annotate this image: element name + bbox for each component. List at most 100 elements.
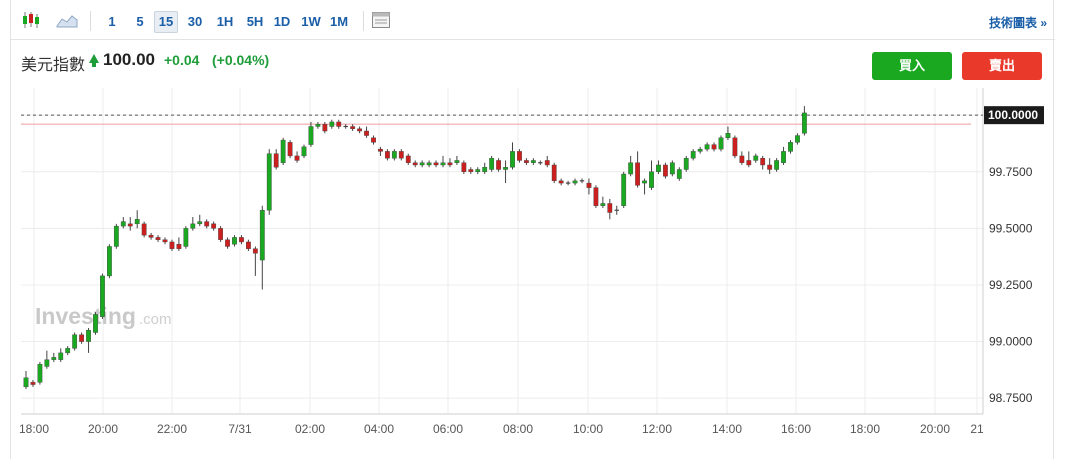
y-tick-label: 99.2500 bbox=[989, 278, 1033, 292]
interval-1h[interactable]: 1H bbox=[216, 14, 234, 29]
interval-30[interactable]: 30 bbox=[187, 14, 203, 29]
candle-body bbox=[628, 162, 634, 175]
candle bbox=[621, 171, 627, 208]
candle bbox=[517, 149, 522, 163]
candle bbox=[301, 144, 307, 159]
candle-body bbox=[795, 135, 800, 143]
candle-body bbox=[100, 275, 105, 317]
candle bbox=[475, 167, 481, 175]
x-tick-label: 04:00 bbox=[364, 422, 394, 436]
interval-1[interactable]: 1 bbox=[108, 14, 116, 29]
interval-1w[interactable]: 1W bbox=[301, 14, 321, 29]
y-axis: 99.7500 99.5000 99.2500 99.0000 98.7500 100.0… bbox=[984, 106, 1044, 405]
candle-body bbox=[412, 162, 418, 166]
candle-body bbox=[656, 164, 661, 172]
candle bbox=[266, 149, 272, 215]
x-tick-label: 18:00 bbox=[19, 422, 49, 436]
x-tick-label: 22:00 bbox=[157, 422, 187, 436]
candle bbox=[704, 142, 710, 152]
candle bbox=[30, 380, 36, 387]
candle bbox=[725, 126, 731, 141]
x-tick-label: 08:00 bbox=[503, 422, 533, 436]
x-tick-label: 20:00 bbox=[920, 422, 950, 436]
candle bbox=[37, 361, 43, 385]
price-badge-label: 100.0000 bbox=[988, 108, 1038, 122]
candle bbox=[530, 158, 536, 165]
x-tick-label: 7/31 bbox=[228, 422, 252, 436]
candle-body bbox=[378, 148, 383, 152]
candle bbox=[572, 178, 578, 186]
candle-body bbox=[127, 223, 133, 227]
candle-body bbox=[635, 162, 641, 186]
candle-body bbox=[642, 180, 647, 184]
candle-body bbox=[280, 139, 286, 163]
candle bbox=[162, 237, 168, 245]
candle bbox=[795, 133, 800, 145]
candle bbox=[774, 158, 780, 172]
candle-body bbox=[259, 210, 265, 261]
candle bbox=[72, 332, 78, 351]
candle bbox=[482, 162, 488, 175]
candle-body bbox=[551, 164, 557, 182]
candle bbox=[245, 239, 251, 251]
candle bbox=[642, 178, 647, 195]
candle-body bbox=[433, 162, 439, 166]
candle bbox=[93, 312, 98, 335]
candle-body bbox=[558, 180, 564, 184]
candle bbox=[371, 135, 376, 145]
candle bbox=[739, 151, 745, 165]
candle bbox=[336, 119, 342, 129]
buy-button[interactable]: 買入 bbox=[872, 52, 952, 80]
interval-15[interactable]: 15 bbox=[154, 11, 178, 33]
candle bbox=[391, 149, 397, 161]
sell-button[interactable]: 賣出 bbox=[962, 52, 1042, 80]
candle-body bbox=[454, 160, 460, 163]
candle-body bbox=[530, 160, 536, 163]
interval-1m[interactable]: 1M bbox=[329, 14, 349, 29]
candle-body bbox=[134, 219, 140, 225]
interval-1d[interactable]: 1D bbox=[273, 14, 291, 29]
candle bbox=[100, 273, 105, 319]
candle bbox=[496, 158, 501, 172]
candle bbox=[86, 327, 91, 353]
candle bbox=[607, 198, 613, 220]
interval-5h[interactable]: 5H bbox=[246, 14, 264, 29]
area-chart-icon[interactable] bbox=[53, 8, 81, 32]
candle-body bbox=[294, 155, 300, 161]
candle-body bbox=[141, 223, 147, 236]
candle bbox=[51, 352, 57, 362]
candle-body bbox=[79, 334, 85, 342]
technical-chart-link[interactable]: 技術圖表 » bbox=[988, 16, 1047, 30]
interval-5[interactable]: 5 bbox=[136, 14, 144, 29]
candle-body bbox=[711, 144, 717, 150]
candle-body bbox=[113, 225, 119, 247]
x-tick-label: 02:00 bbox=[295, 422, 325, 436]
y-tick-label: 99.0000 bbox=[989, 335, 1033, 349]
up-arrow-icon bbox=[89, 54, 99, 67]
candle bbox=[718, 135, 724, 152]
candlestick-icon[interactable] bbox=[17, 8, 45, 32]
candle bbox=[649, 160, 654, 190]
candle-body bbox=[753, 155, 759, 161]
candle bbox=[489, 155, 495, 172]
instrument-header: 美元指數 100.00 +0.04 (+0.04%) 買入 賣出 bbox=[11, 41, 1055, 85]
candle bbox=[329, 119, 335, 129]
candle-body bbox=[364, 130, 369, 136]
candle bbox=[663, 162, 668, 179]
candle bbox=[273, 149, 279, 170]
price-chart[interactable]: Investing .com 99.7500 99.5000 99.2500 99.0… bbox=[11, 88, 1055, 453]
candle bbox=[23, 370, 29, 390]
layout-panel-icon[interactable] bbox=[367, 8, 395, 32]
candle bbox=[551, 162, 557, 184]
candle bbox=[676, 167, 682, 181]
instrument-name: 美元指數 bbox=[21, 57, 86, 74]
candle-body bbox=[405, 155, 411, 163]
candle-body bbox=[329, 121, 335, 127]
price-lines bbox=[21, 114, 983, 125]
x-axis: 18:00 20:00 22:00 7/31 02:00 04:00 06:00 08:00 1… bbox=[19, 422, 984, 436]
candle bbox=[169, 239, 175, 251]
candle bbox=[65, 346, 71, 356]
candle-body bbox=[517, 151, 522, 161]
candle-body bbox=[51, 357, 57, 360]
candle bbox=[781, 146, 786, 165]
